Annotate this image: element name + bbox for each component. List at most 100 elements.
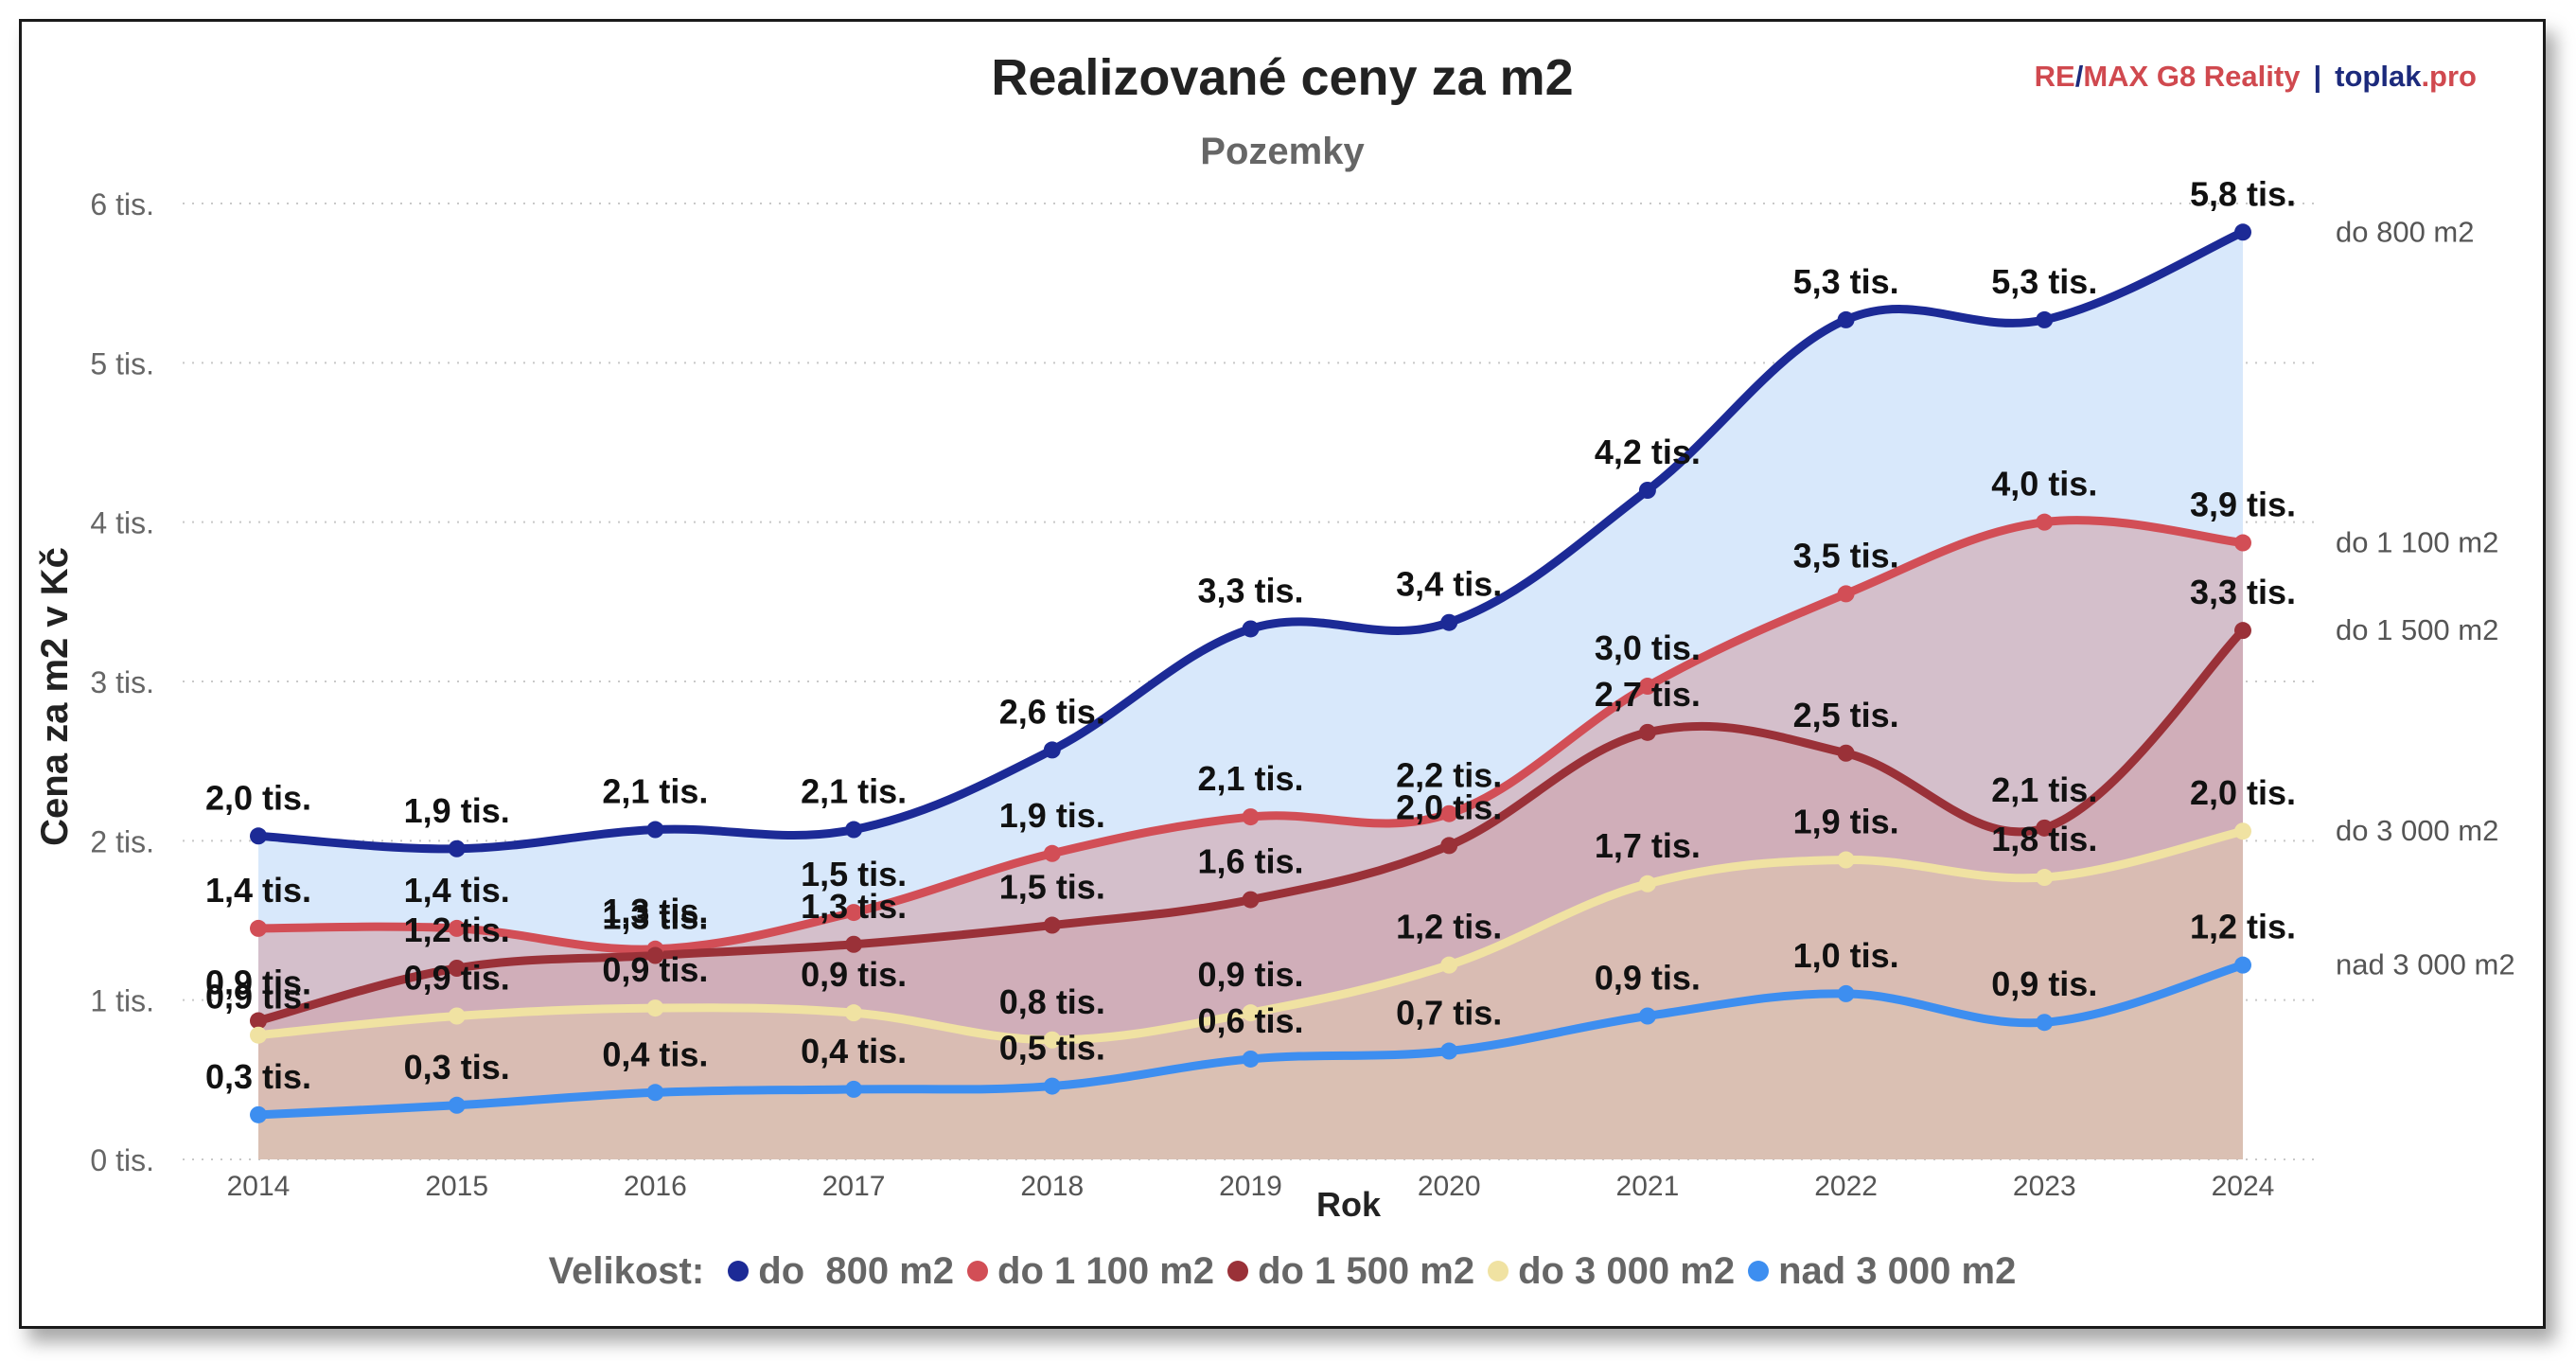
data-point bbox=[1837, 585, 1855, 603]
legend-label: nad 3 000 m2 bbox=[1778, 1250, 2017, 1292]
data-label: 3,4 tis. bbox=[1396, 565, 1502, 604]
data-label: 0,5 tis. bbox=[999, 1029, 1105, 1068]
x-tick-label: 2020 bbox=[1418, 1171, 1481, 1202]
data-label: 3,9 tis. bbox=[2190, 486, 2296, 524]
legend-label: do 3 000 m2 bbox=[1518, 1250, 1736, 1292]
x-tick-label: 2021 bbox=[1616, 1171, 1680, 1202]
data-label: 0,9 tis. bbox=[205, 978, 311, 1016]
x-axis-ticks: 2014 2015 2016 2017 2018 2019 2020 2021 2022 2023… bbox=[227, 1171, 2275, 1202]
x-tick-label: 2023 bbox=[2013, 1171, 2076, 1202]
data-label: 2,2 tis. bbox=[1396, 756, 1502, 795]
data-point bbox=[646, 821, 664, 839]
data-point bbox=[1043, 741, 1061, 759]
data-point bbox=[1638, 678, 1656, 696]
data-label: 2,7 tis. bbox=[1595, 675, 1701, 714]
data-label: 1,5 tis. bbox=[801, 855, 907, 893]
y-axis-label: Cena za m2 v Kč bbox=[34, 547, 76, 846]
data-point bbox=[845, 1004, 863, 1022]
data-point bbox=[1440, 613, 1458, 631]
data-point bbox=[1242, 1050, 1260, 1068]
data-label: 1,8 tis. bbox=[1991, 820, 2097, 858]
data-label: 1,4 tis. bbox=[404, 871, 510, 910]
y-tick-label: 2 tis. bbox=[90, 824, 154, 858]
legend-item: do 1 100 m2 bbox=[967, 1250, 1214, 1293]
y-axis-ticks: 0 tis. 1 tis. 2 tis. 3 tis. 4 tis. 5 tis. 6 ti… bbox=[90, 187, 154, 1177]
data-point bbox=[448, 960, 466, 977]
brand-re: RE bbox=[2034, 60, 2075, 93]
data-label: 1,2 tis. bbox=[404, 910, 510, 949]
data-point bbox=[2036, 869, 2054, 887]
chart-subtitle: Pozemky bbox=[1200, 131, 1365, 172]
data-point bbox=[1242, 620, 1260, 638]
data-point bbox=[1837, 744, 1855, 762]
data-label: 4,0 tis. bbox=[1991, 465, 2097, 504]
data-label: 5,3 tis. bbox=[1991, 262, 2097, 301]
data-point bbox=[1440, 804, 1458, 822]
brand-pro: .pro bbox=[2421, 60, 2477, 93]
data-label: 2,1 tis. bbox=[801, 772, 907, 811]
x-tick-label: 2018 bbox=[1020, 1171, 1084, 1202]
data-point bbox=[250, 1026, 267, 1044]
legend-dot-icon bbox=[967, 1261, 989, 1281]
data-label: 0,3 tis. bbox=[404, 1048, 510, 1087]
data-label: 2,1 tis. bbox=[1197, 759, 1303, 798]
y-tick-label: 1 tis. bbox=[90, 984, 154, 1018]
x-axis-label: Rok bbox=[1316, 1185, 1382, 1224]
brand-label: RE/MAX G8 Reality | toplak.pro bbox=[2035, 60, 2477, 94]
data-label: 1,6 tis. bbox=[1197, 842, 1303, 881]
y-tick-label: 4 tis. bbox=[90, 506, 154, 540]
data-point bbox=[2036, 1014, 2054, 1032]
data-point bbox=[1638, 723, 1656, 741]
x-tick-label: 2022 bbox=[1814, 1171, 1878, 1202]
brand-remax: MAX G8 Reality bbox=[2083, 60, 2301, 93]
legend-dot-icon bbox=[1227, 1261, 1249, 1281]
data-label: 3,3 tis. bbox=[2190, 573, 2296, 611]
data-point bbox=[1837, 984, 1855, 1002]
data-point bbox=[1837, 851, 1855, 869]
series-line bbox=[254, 227, 2248, 854]
x-tick-label: 2024 bbox=[2212, 1171, 2275, 1202]
data-label: 3,3 tis. bbox=[1197, 571, 1303, 610]
legend-label: do 800 m2 bbox=[758, 1250, 955, 1292]
data-label: 3,0 tis. bbox=[1595, 628, 1701, 667]
data-point bbox=[2234, 622, 2251, 640]
data-point bbox=[646, 1084, 664, 1102]
data-point bbox=[2036, 513, 2054, 531]
data-point bbox=[646, 999, 664, 1017]
data-label: 2,1 tis. bbox=[1991, 770, 2097, 809]
data-label: 0,8 tis. bbox=[999, 982, 1105, 1021]
data-label: 0,4 tis. bbox=[602, 1034, 708, 1073]
data-point bbox=[1837, 310, 1855, 328]
data-point bbox=[845, 935, 863, 953]
data-point bbox=[1440, 837, 1458, 855]
data-labels: 2,0 tis. 1,9 tis. 2,1 tis. 2,1 tis. 2,6 tis.… bbox=[205, 174, 2296, 1096]
legend-label: do 1 500 m2 bbox=[1258, 1250, 1475, 1292]
series-areas bbox=[258, 232, 2243, 1160]
data-point bbox=[250, 1105, 267, 1123]
data-label: 0,9 tis. bbox=[404, 959, 510, 998]
data-label: 0,4 tis. bbox=[801, 1032, 907, 1070]
data-point bbox=[448, 919, 466, 937]
data-label: 0,9 tis. bbox=[1595, 959, 1701, 998]
data-label: 0,9 tis. bbox=[1197, 955, 1303, 994]
data-point bbox=[2234, 534, 2251, 552]
data-point bbox=[1242, 891, 1260, 909]
data-label: 1,3 tis. bbox=[801, 887, 907, 926]
data-label: 5,8 tis. bbox=[2190, 174, 2296, 213]
data-label: 1,4 tis. bbox=[205, 871, 311, 910]
data-label: 1,3 tis. bbox=[602, 898, 708, 937]
data-label: 0,9 tis. bbox=[801, 955, 907, 994]
data-label: 0,9 tis. bbox=[602, 950, 708, 989]
legend-dot-icon bbox=[1488, 1261, 1509, 1281]
legend-title: Velikost: bbox=[548, 1250, 705, 1292]
legend-item: do 3 000 m2 bbox=[1488, 1250, 1735, 1293]
data-point bbox=[448, 1096, 466, 1114]
series-end-label: do 1 100 m2 bbox=[2336, 526, 2498, 559]
data-label: 5,3 tis. bbox=[1793, 262, 1899, 301]
data-label: 1,9 tis. bbox=[404, 791, 510, 830]
series-end-label: do 1 500 m2 bbox=[2336, 613, 2498, 646]
data-point bbox=[845, 821, 863, 839]
data-point bbox=[1638, 1007, 1656, 1025]
data-label: 3,5 tis. bbox=[1793, 536, 1899, 574]
data-point bbox=[646, 946, 664, 964]
